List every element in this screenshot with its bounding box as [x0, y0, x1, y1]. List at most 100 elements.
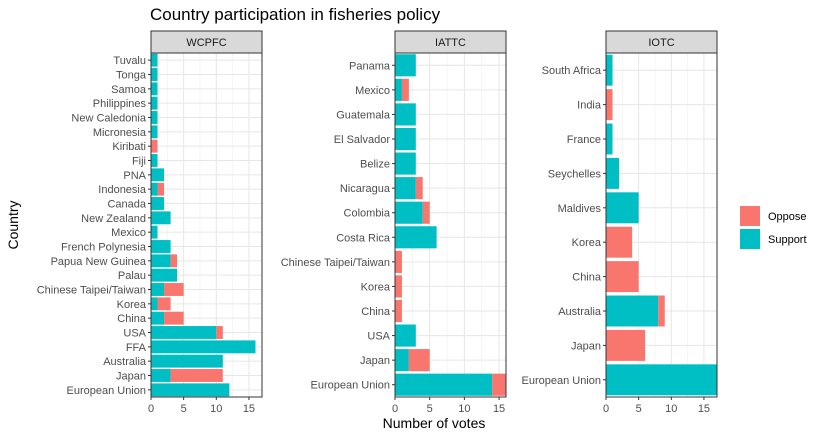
y-tick-label: Japan: [116, 371, 146, 383]
panels: WCPFC Tuvalu Tonga Samoa Philippines New Cale…: [37, 30, 718, 415]
y-tick-label: Chinese Taipei/Taiwan: [37, 285, 146, 297]
y-tick-label: China: [572, 272, 602, 284]
bar-oppose-nicaragua: [415, 177, 423, 200]
bar-support-usa: [395, 324, 416, 347]
y-tick-label: New Zealand: [81, 213, 146, 225]
bar-support-france: [606, 123, 613, 155]
bar-support-european-union: [606, 364, 717, 396]
y-tick-label: European Union: [66, 385, 146, 397]
bar-support-samoa: [151, 82, 158, 96]
bar-support-fiji: [151, 154, 158, 167]
bar-support-mexico: [395, 78, 402, 101]
y-tick-label: Korea: [361, 281, 391, 293]
y-tick-label: Costa Rica: [336, 232, 391, 244]
y-tick-label: FFA: [126, 342, 147, 354]
x-tick-label: 10: [665, 403, 677, 415]
bar-oppose-chinese-taipei-taiwan: [395, 250, 402, 273]
y-tick-label: Korea: [572, 237, 602, 249]
legend-label-oppose: Oppose: [768, 211, 807, 223]
bar-support-chinese-taipei-taiwan: [151, 283, 165, 296]
bar-oppose-japan: [170, 369, 223, 382]
bar-support-indonesia: [151, 182, 158, 196]
y-tick-label: Maldives: [558, 203, 602, 215]
x-tick-label: 5: [427, 403, 433, 415]
x-tick-label: 15: [493, 403, 505, 415]
bar-support-seychelles: [606, 157, 620, 189]
y-tick-label: Mexico: [355, 85, 390, 97]
y-tick-label: Kiribati: [112, 141, 146, 153]
bar-oppose-australia: [658, 295, 665, 327]
bar-oppose-china: [164, 311, 184, 325]
bar-support-european-union: [151, 383, 230, 397]
y-tick-label: Micronesia: [93, 127, 147, 139]
panel-iattc: IATTC Panama Mexico Guatemala El Salvador Bel…: [281, 30, 507, 415]
bar-support-french-polynesia: [151, 240, 171, 253]
panel-wcpfc: WCPFC Tuvalu Tonga Samoa Philippines New Cale…: [37, 30, 263, 415]
y-tick-label: New Caledonia: [71, 113, 146, 125]
y-tick-label: Japan: [571, 340, 601, 352]
bar-support-palau: [151, 268, 178, 282]
bar-oppose-india: [606, 89, 613, 121]
bar-support-maldives: [606, 192, 639, 224]
y-tick-label: Palau: [118, 270, 146, 282]
y-tick-label: Korea: [117, 299, 147, 311]
y-tick-label: Papua New Guinea: [51, 256, 147, 268]
y-tick-label: South Africa: [542, 65, 602, 77]
bar-oppose-korea: [395, 275, 402, 298]
bar-support-el-salvador: [395, 127, 416, 151]
y-axis-title: Country: [5, 200, 21, 249]
x-tick-label: 0: [392, 403, 398, 415]
bar-support-guatemala: [395, 103, 416, 126]
bar-oppose-papua-new-guinea: [170, 254, 178, 268]
x-tick-label: 10: [458, 403, 470, 415]
y-tick-label: Tuvalu: [113, 55, 146, 67]
bar-oppose-chinese-taipei-taiwan: [164, 283, 184, 296]
y-tick-label: PNA: [123, 170, 146, 182]
bar-support-costa-rica: [395, 226, 437, 249]
bar-support-usa: [151, 326, 217, 339]
bar-support-micronesia: [151, 125, 158, 139]
bar-support-mexico: [151, 225, 158, 239]
legend-key-oppose: [740, 206, 760, 226]
x-tick-label: 5: [636, 403, 642, 415]
bar-oppose-colombia: [422, 201, 430, 224]
panel-strip-label: IATTC: [435, 37, 466, 49]
y-tick-label: French Polynesia: [61, 242, 147, 254]
x-tick-label: 15: [243, 403, 255, 415]
bar-support-pna: [151, 168, 165, 182]
bar-support-new-zealand: [151, 211, 171, 225]
bar-support-tuvalu: [151, 53, 158, 67]
chart-title: Country participation in fisheries polic…: [150, 5, 441, 24]
y-tick-label: USA: [367, 331, 390, 343]
bar-support-japan: [151, 369, 171, 382]
x-tick-label: 5: [181, 403, 187, 415]
y-tick-label: European Union: [521, 375, 601, 387]
bar-support-nicaragua: [395, 177, 416, 200]
bar-support-belize: [395, 152, 416, 175]
bar-oppose-china: [395, 299, 402, 323]
y-tick-label: Fiji: [132, 156, 146, 168]
x-tick-label: 15: [698, 403, 710, 415]
bar-support-panama: [395, 54, 416, 77]
y-tick-label: Indonesia: [98, 184, 147, 196]
bar-support-canada: [151, 197, 165, 210]
bar-oppose-mexico: [401, 78, 409, 101]
y-tick-label: Belize: [360, 159, 390, 171]
y-tick-label: Japan: [360, 355, 390, 367]
bar-support-australia: [151, 354, 223, 368]
y-tick-label: Philippines: [93, 98, 147, 110]
x-tick-label: 0: [603, 403, 609, 415]
bar-support-philippines: [151, 96, 158, 110]
bar-oppose-european-union: [492, 373, 506, 396]
bar-support-australia: [606, 295, 659, 327]
y-tick-label: El Salvador: [334, 134, 391, 146]
bar-oppose-japan: [606, 329, 646, 361]
panel-border: [394, 52, 507, 398]
bar-oppose-indonesia: [157, 182, 165, 196]
panel-strip-label: WCPFC: [186, 37, 226, 49]
plot-background: [151, 53, 262, 397]
bar-support-korea: [151, 297, 158, 311]
x-tick-label: 0: [148, 403, 154, 415]
y-tick-label: India: [577, 100, 602, 112]
y-tick-label: China: [117, 313, 147, 325]
